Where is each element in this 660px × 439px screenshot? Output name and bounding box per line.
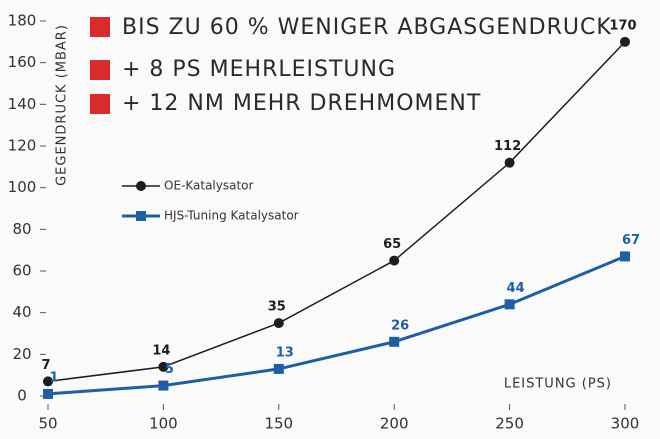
- value-label: 7: [41, 358, 50, 373]
- value-label: 67: [622, 233, 640, 248]
- value-label: 35: [268, 300, 286, 315]
- annotation-icons: [90, 17, 110, 114]
- point: [620, 251, 630, 262]
- x-tick-label: 50: [38, 415, 57, 433]
- value-label: 65: [383, 237, 401, 252]
- y-tick-label: 120: [8, 137, 37, 155]
- y-tick-label: 100: [8, 178, 37, 196]
- point: [504, 157, 515, 168]
- value-label: 170: [609, 18, 636, 33]
- value-label: 13: [276, 345, 294, 360]
- x-tick-label: 300: [611, 415, 640, 433]
- annotation: + 8 PS MEHRLEISTUNG: [122, 57, 396, 82]
- series-line: [47, 41, 626, 383]
- icon: [90, 94, 110, 114]
- y-tick-label: 180: [8, 12, 37, 30]
- legend-label: OE-Katalysator: [164, 179, 254, 193]
- point: [389, 336, 400, 347]
- point: [43, 376, 53, 387]
- y-tick-label: 0: [17, 387, 27, 405]
- value-label: 112: [494, 139, 521, 154]
- x-tick-label: 150: [264, 415, 293, 433]
- x-tick-label: 200: [380, 415, 409, 433]
- x-axis-label: LEISTUNG (PS): [504, 377, 612, 392]
- point: [273, 318, 284, 329]
- point: [389, 255, 400, 266]
- x-tick-label: 250: [495, 415, 524, 433]
- legend-label: HJS-Tuning Katalysator: [164, 209, 299, 223]
- y-tick-label: 40: [12, 303, 31, 321]
- y-tick-label: 60: [12, 262, 31, 280]
- value-label: 14: [152, 343, 170, 358]
- legend-marker: [136, 211, 146, 221]
- y-tick-label: 20: [12, 345, 31, 363]
- y-tick-label: 160: [8, 53, 37, 71]
- point: [504, 299, 515, 310]
- value-label: 44: [507, 281, 525, 296]
- point: [43, 388, 53, 399]
- annotation: + 12 NM MEHR DREHMOMENT: [122, 91, 481, 116]
- legend-marker: [136, 181, 146, 191]
- y-tick-label: 80: [12, 220, 31, 238]
- value-label: 5: [165, 362, 174, 377]
- series-line: [47, 255, 626, 396]
- icon: [90, 60, 110, 80]
- point: [273, 363, 284, 374]
- annotation: BIS ZU 60 % WENIGER ABGASGENDRUCK: [122, 15, 612, 40]
- value-label: 26: [391, 318, 409, 333]
- point: [620, 36, 630, 47]
- value-label: 1: [49, 370, 58, 385]
- x-tick-label: 100: [149, 415, 178, 433]
- point: [158, 380, 169, 391]
- icon: [90, 17, 110, 37]
- point: [158, 361, 169, 372]
- y-axis-label: GEGENDRUCK (MBAR): [55, 24, 70, 186]
- y-tick-label: 140: [8, 95, 37, 113]
